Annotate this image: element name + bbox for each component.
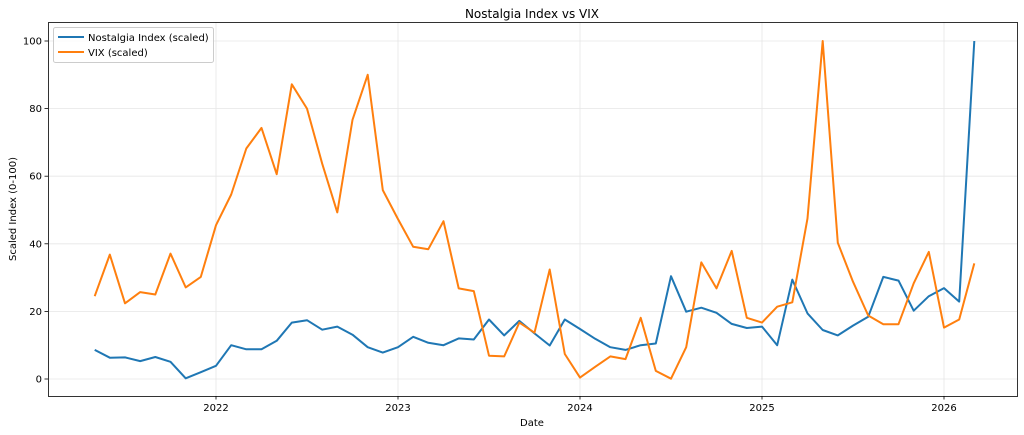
legend: Nostalgia Index (scaled) VIX (scaled) (53, 27, 214, 63)
y-axis-ticks: 0 20 40 60 80 100 (23, 37, 48, 386)
x-axis-label: Date (520, 418, 544, 429)
y-tick-label: 40 (29, 239, 42, 250)
legend-label-nostalgia: Nostalgia Index (scaled) (88, 33, 209, 44)
x-tick-label: 2025 (749, 403, 774, 414)
grid (48, 22, 1017, 396)
chart-title: Nostalgia Index vs VIX (465, 7, 599, 21)
y-tick-label: 0 (36, 375, 42, 386)
x-tick-label: 2024 (567, 403, 592, 414)
y-tick-label: 100 (23, 37, 42, 48)
y-axis-label: Scaled Index (0-100) (8, 157, 19, 261)
legend-frame (53, 27, 214, 63)
y-tick-label: 80 (29, 104, 42, 115)
y-tick-label: 20 (29, 307, 42, 318)
y-tick-label: 60 (29, 172, 42, 183)
plot-frame (48, 22, 1018, 397)
series-line-nostalgia (94, 40, 976, 380)
x-tick-label: 2022 (203, 403, 228, 414)
x-axis-ticks: 2022 2023 2024 2025 2026 (203, 396, 957, 414)
legend-label-vix: VIX (scaled) (88, 48, 148, 59)
series-lines (93, 40, 976, 380)
series-line-vix (93, 40, 976, 380)
x-tick-label: 2026 (931, 403, 956, 414)
x-tick-label: 2023 (385, 403, 410, 414)
